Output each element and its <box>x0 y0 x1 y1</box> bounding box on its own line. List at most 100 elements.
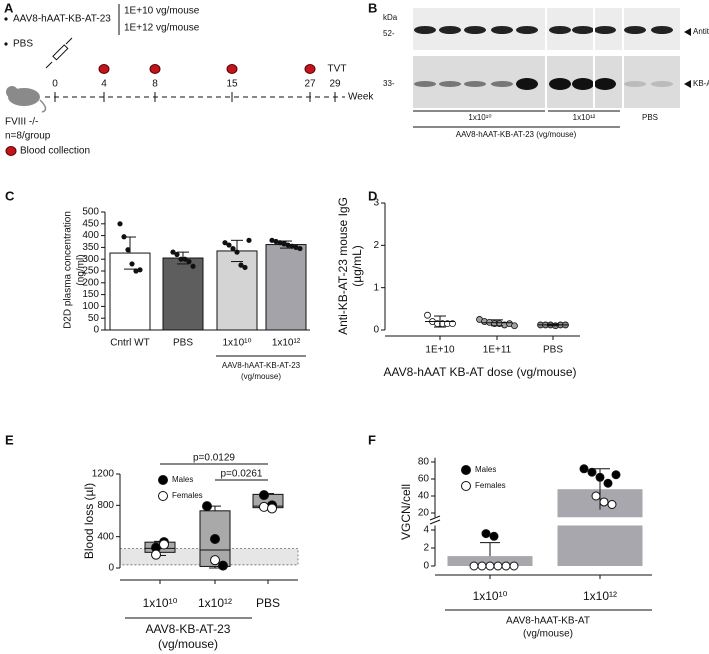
legend-label: Males <box>172 475 193 484</box>
axis-break <box>429 519 441 525</box>
band <box>572 26 594 34</box>
data-point <box>591 491 601 501</box>
arrow <box>684 28 691 36</box>
treatment: AAV8-hAAT-KB-AT-23 <box>13 14 111 25</box>
group-label: AAV8-KB-AT-23 <box>146 622 231 636</box>
x-label: AAV8-hAAT-KB-AT-23 (vg/mouse) <box>456 130 577 139</box>
y-tick-label: 20 <box>418 508 430 519</box>
marker: 52- <box>383 29 395 38</box>
data-point <box>281 241 287 247</box>
data-point <box>242 264 248 271</box>
y-tick-label: 500 <box>82 207 99 218</box>
syringe-plunger <box>65 37 73 45</box>
data-point <box>511 322 518 330</box>
group-label: (vg/mouse) <box>241 372 281 381</box>
legend-label: Males <box>475 465 496 474</box>
y-tick-label: 400 <box>82 230 99 241</box>
data-point <box>424 311 431 319</box>
legend-label: Females <box>172 491 203 500</box>
band-label: KB-AT-23 <box>693 79 709 88</box>
bar <box>216 250 258 331</box>
data-point <box>481 529 491 539</box>
panel-label: F <box>368 432 376 447</box>
legend-label: Blood collection <box>20 146 90 157</box>
data-point <box>218 560 228 571</box>
y-tick-label: 250 <box>82 266 99 277</box>
data-point <box>174 251 180 258</box>
band <box>549 78 571 90</box>
mouse-tail <box>39 99 47 113</box>
data-point <box>449 320 456 328</box>
group-label: (vg/mouse) <box>523 629 573 640</box>
y-tick-label: 2 <box>423 543 429 554</box>
data-point <box>170 249 176 255</box>
y-tick-label: 450 <box>82 218 99 229</box>
data-point <box>246 237 252 243</box>
week-label: 8 <box>152 79 158 90</box>
data-point <box>293 244 299 250</box>
y-tick-label: 100 <box>82 301 99 312</box>
group-label: AAV8-hAAT-KB-AT <box>506 616 590 627</box>
band <box>624 26 646 34</box>
syringe-needle <box>45 61 53 69</box>
data-point <box>607 500 617 509</box>
p-value: p=0.0129 <box>193 453 235 464</box>
p-value: p=0.0261 <box>221 469 263 480</box>
data-point <box>190 263 196 269</box>
y-tick-label: 350 <box>82 242 99 253</box>
bullet <box>4 17 8 21</box>
data-point <box>489 531 499 541</box>
data-point <box>210 555 220 566</box>
data-point <box>222 240 228 246</box>
axis-break <box>429 515 441 521</box>
dose: 1E+12 vg/mouse <box>124 23 200 34</box>
week-label: 27 <box>304 79 316 90</box>
legend-marker <box>158 491 168 501</box>
band-label: Antithrombin <box>693 27 709 36</box>
data-point <box>469 561 479 571</box>
x-tick-label: PBS <box>256 596 280 610</box>
band <box>516 78 538 90</box>
group-label: AAV8-hAAT-KB-AT-23 <box>222 361 301 370</box>
data-point <box>587 467 597 477</box>
bullet <box>4 42 8 46</box>
band <box>491 26 513 34</box>
data-point <box>269 237 275 243</box>
data-point <box>137 267 143 273</box>
control: PBS <box>13 39 33 50</box>
group-size: n=8/group <box>5 131 51 142</box>
band <box>572 78 594 90</box>
data-point <box>238 262 244 268</box>
y-tick-label: 40 <box>418 491 430 502</box>
band <box>491 81 513 87</box>
group-label: 1x10¹² <box>573 113 596 122</box>
data-point <box>133 268 139 274</box>
lane-gap <box>622 8 624 108</box>
y-tick-label: 0 <box>93 325 99 336</box>
week-label: 4 <box>101 79 107 90</box>
legend-label: Females <box>475 481 506 490</box>
legend-marker <box>461 481 471 491</box>
panel-label: E <box>5 432 14 447</box>
blood-collection <box>304 64 316 74</box>
legend-marker <box>461 465 471 475</box>
band <box>464 81 486 87</box>
bar <box>447 556 533 566</box>
y-tick-label: 800 <box>97 500 114 511</box>
y-tick-label: 3 <box>373 198 379 209</box>
band <box>594 26 616 34</box>
x-tick-label: 1x10¹⁰ <box>473 589 508 603</box>
data-point <box>599 497 609 507</box>
y-tick-label: 1200 <box>92 469 115 480</box>
data-point <box>202 501 212 512</box>
blood-collection <box>98 64 110 74</box>
panel-label: C <box>5 188 15 203</box>
y-tick-label: 400 <box>97 531 114 542</box>
group-label: 1x10¹⁰ <box>468 113 491 122</box>
y-axis-label: VGCN/cell <box>399 484 413 540</box>
bar <box>557 525 643 566</box>
data-point <box>129 261 135 267</box>
data-point <box>117 221 123 227</box>
x-tick-label: 1x10¹² <box>198 596 232 610</box>
week-label: 29 <box>329 79 341 90</box>
